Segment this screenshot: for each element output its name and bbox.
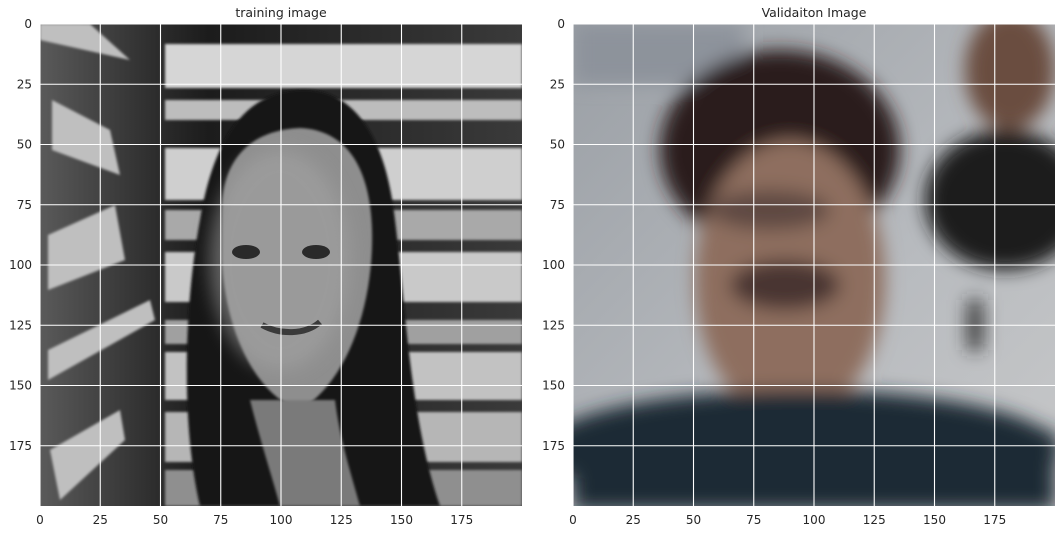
training-image-axes: 0 25 50 75 100 125 150 175 0255075100125150175 … bbox=[9, 5, 522, 527]
training-image-x-tick-label: 75 bbox=[213, 513, 228, 527]
training-image-x-tick-label: 150 bbox=[390, 513, 413, 527]
validation-image-y-tick-label: 100 bbox=[542, 258, 565, 272]
training-image-y-tick-label: 125 bbox=[9, 318, 32, 332]
validation-image-x-tick-label: 125 bbox=[863, 513, 886, 527]
validation-image-y-tick-label: 150 bbox=[542, 379, 565, 393]
training-image-y-tick-label: 175 bbox=[9, 439, 32, 453]
training-image-x-ticks: 0 25 50 75 100 125 150 175 bbox=[36, 513, 473, 527]
validation-image-x-tick-label: 175 bbox=[983, 513, 1006, 527]
training-image-y-tick-label: 150 bbox=[9, 379, 32, 393]
validation-image-y-ticks: 0 25 50 75 100 125 150 175 bbox=[542, 17, 565, 453]
validation-image-x-tick-label: 25 bbox=[626, 513, 641, 527]
validation-image-x-tick-label: 50 bbox=[686, 513, 701, 527]
validation-image-x-tick-label: 0 bbox=[569, 513, 577, 527]
validation-image-axes: 0 25 50 75 100 125 150 175 0255075100125150175 … bbox=[542, 5, 1055, 527]
validation-image-y-tick-label: 0 bbox=[557, 17, 565, 31]
training-image-x-tick-label: 0 bbox=[36, 513, 44, 527]
validation-image-y-tick-label: 175 bbox=[542, 439, 565, 453]
validation-image-x-tick-label: 150 bbox=[923, 513, 946, 527]
training-image-y-tick-label: 75 bbox=[17, 198, 32, 212]
validation-image-title: Validaiton Image bbox=[762, 5, 867, 20]
validation-image-x-tick-label: 75 bbox=[746, 513, 761, 527]
training-image-x-tick-label: 125 bbox=[330, 513, 353, 527]
validation-image-grid bbox=[572, 23, 1055, 506]
training-image-x-tick-label: 175 bbox=[450, 513, 473, 527]
training-image-x-tick-label: 100 bbox=[270, 513, 293, 527]
validation-image-x-tick-label: 100 bbox=[803, 513, 826, 527]
training-image-y-ticks: 0 25 50 75 100 125 150 175 bbox=[9, 17, 32, 453]
validation-image-y-tick-label: 75 bbox=[550, 198, 565, 212]
validation-image-y-tick-label: 50 bbox=[550, 138, 565, 152]
training-image-y-tick-label: 100 bbox=[9, 258, 32, 272]
training-image-y-tick-label: 0 bbox=[24, 17, 32, 31]
training-image-x-tick-label: 25 bbox=[93, 513, 108, 527]
training-image-y-tick-label: 25 bbox=[17, 77, 32, 91]
training-image-x-tick-label: 50 bbox=[153, 513, 168, 527]
training-image-grid bbox=[39, 23, 522, 506]
validation-image-y-tick-label: 25 bbox=[550, 77, 565, 91]
training-image-title: training image bbox=[235, 5, 327, 20]
validation-image-photo bbox=[573, 24, 1055, 506]
validation-image-y-tick-label: 125 bbox=[542, 318, 565, 332]
training-image-y-tick-label: 50 bbox=[17, 138, 32, 152]
validation-image-x-ticks: 0 25 50 75 100 125 150 175 bbox=[569, 513, 1006, 527]
